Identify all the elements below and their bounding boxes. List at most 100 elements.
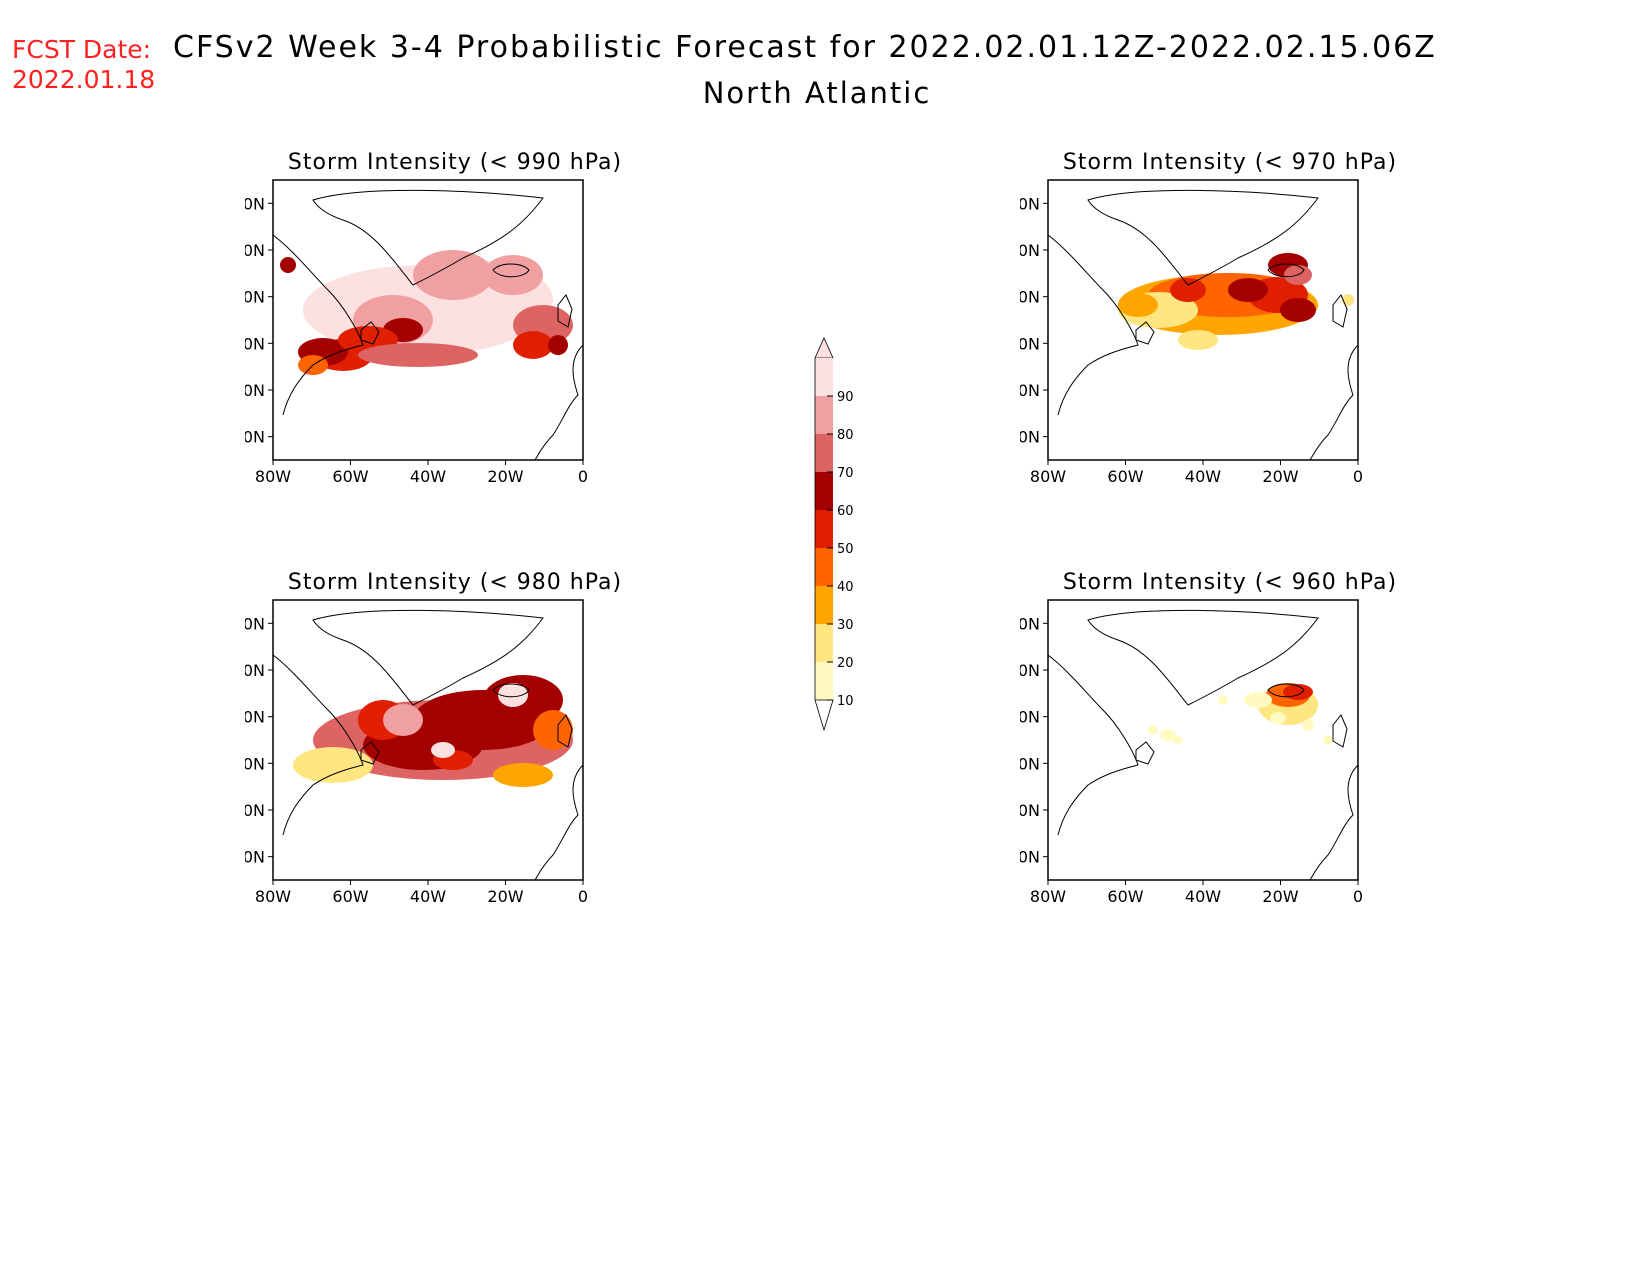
lon-label: 60W — [332, 887, 368, 906]
region-subtitle: North Atlantic — [0, 76, 1650, 110]
colorbar-segment — [815, 434, 833, 472]
british-isles-coast — [557, 294, 573, 328]
lon-label: 60W — [1107, 887, 1143, 906]
lon-label: 40W — [410, 467, 446, 486]
panel-title: Storm Intensity (< 990 hPa) — [287, 150, 623, 175]
lat-label: 40N — [245, 381, 265, 400]
shading-cell — [1280, 298, 1316, 322]
colorbar-segment — [815, 396, 833, 434]
lon-label: 20W — [1262, 887, 1298, 906]
shading-cell — [1170, 278, 1206, 302]
panel-960: Storm Intensity (< 960 hPa) 80N 70N 60N 50N… — [1020, 570, 1440, 970]
coastlines — [1047, 189, 1359, 461]
iceland-coast — [492, 263, 530, 278]
shading-cell — [358, 343, 478, 367]
fcst-label: FCST Date: — [12, 35, 152, 64]
colorbar-extend-top — [814, 337, 834, 359]
colorbar-label: 70 — [837, 466, 854, 481]
shading-cell — [1244, 692, 1272, 708]
probability-shading — [293, 675, 573, 787]
probability-shading — [280, 250, 573, 375]
shading-cell — [1173, 736, 1183, 744]
shading-cell — [1228, 278, 1268, 302]
lon-label: 0 — [578, 887, 588, 906]
shading-cell — [533, 710, 573, 750]
lat-label: 80N — [245, 614, 265, 633]
colorbar-label: 90 — [837, 390, 854, 405]
shading-cell — [1302, 719, 1314, 731]
lon-label: 60W — [1107, 467, 1143, 486]
lon-label: 20W — [487, 467, 523, 486]
newfoundland-coast — [360, 321, 380, 345]
colorbar: 10 20 30 40 50 60 70 80 90 — [814, 337, 854, 732]
colorbar-extend-bottom — [814, 699, 834, 732]
lat-label: 50N — [245, 754, 265, 773]
colorbar-segment — [815, 662, 833, 700]
map-990: 80N 70N 60N 50N 40N 30N 80W 60W 40W 20W 0 — [245, 179, 588, 486]
europe-africa-coast — [534, 764, 584, 881]
lat-label: 60N — [1020, 708, 1040, 727]
panel-title: Storm Intensity (< 960 hPa) — [1062, 570, 1398, 595]
newfoundland-coast — [1135, 741, 1155, 765]
colorbar-label: 60 — [837, 504, 854, 519]
lat-label: 30N — [245, 848, 265, 867]
north-america-coast — [272, 234, 364, 416]
lon-label: 20W — [1262, 467, 1298, 486]
probability-shading — [1118, 253, 1354, 350]
colorbar-segment — [815, 510, 833, 548]
lat-label: 60N — [1020, 288, 1040, 307]
greenland-coast — [1087, 189, 1319, 286]
europe-africa-coast — [1309, 344, 1359, 461]
shading-cell — [548, 335, 568, 355]
colorbar-segment — [815, 586, 833, 624]
newfoundland-coast — [360, 741, 380, 765]
shading-cell — [1270, 712, 1286, 724]
lat-label: 40N — [1020, 381, 1040, 400]
shading-cell — [431, 742, 455, 758]
coastlines — [272, 609, 584, 881]
lat-label: 50N — [1020, 754, 1040, 773]
probability-shading — [1148, 683, 1333, 745]
plot-area — [1048, 600, 1358, 880]
shading-cell — [1342, 294, 1354, 306]
colorbar-segment — [815, 548, 833, 586]
colorbar-label: 40 — [837, 580, 854, 595]
british-isles-coast — [1332, 714, 1348, 748]
shading-cell — [293, 747, 373, 783]
coastlines — [1047, 609, 1359, 881]
newfoundland-coast — [1135, 321, 1155, 345]
colorbar-label: 20 — [837, 656, 854, 671]
shading-cell — [383, 704, 423, 736]
lat-label: 40N — [245, 801, 265, 820]
lon-label: 40W — [410, 887, 446, 906]
lon-label: 40W — [1185, 887, 1221, 906]
shading-cell — [1218, 695, 1228, 705]
map-970: 80N 70N 60N 50N 40N 30N 80W 60W 40W 20W 0 — [1020, 179, 1363, 486]
lat-label: 80N — [1020, 194, 1040, 213]
shading-cell — [280, 257, 296, 273]
british-isles-coast — [1332, 294, 1348, 328]
greenland-coast — [312, 609, 544, 706]
colorbar-label: 50 — [837, 542, 854, 557]
colorbar-label: 30 — [837, 618, 854, 633]
panel-980: Storm Intensity (< 980 hPa) 80N 70N 60N 50N… — [245, 570, 665, 970]
lat-label: 30N — [245, 428, 265, 447]
shading-cell — [1323, 735, 1333, 745]
greenland-coast — [312, 189, 544, 286]
panel-970: Storm Intensity (< 970 hPa) 80N 70N 60N 50N… — [1020, 150, 1440, 550]
iceland-coast — [1267, 683, 1305, 698]
lon-label: 0 — [1353, 467, 1363, 486]
lat-label: 50N — [245, 334, 265, 353]
shading-cell — [1283, 684, 1313, 700]
lat-label: 60N — [245, 288, 265, 307]
lon-label: 80W — [255, 887, 291, 906]
lon-label: 80W — [255, 467, 291, 486]
lat-label: 30N — [1020, 848, 1040, 867]
shading-cell — [1160, 729, 1176, 741]
british-isles-coast — [557, 714, 573, 748]
lat-label: 50N — [1020, 334, 1040, 353]
shading-cell — [483, 255, 543, 295]
region-name: North Atlantic — [702, 76, 932, 110]
lat-label: 60N — [245, 708, 265, 727]
shading-cell — [1178, 330, 1218, 350]
